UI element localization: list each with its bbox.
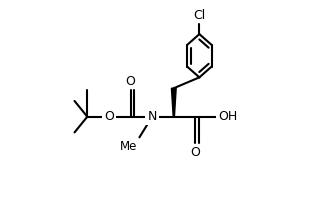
Text: O: O xyxy=(104,110,114,123)
Text: OH: OH xyxy=(218,110,237,123)
Text: Cl: Cl xyxy=(193,9,205,22)
Text: Me: Me xyxy=(120,140,138,153)
Polygon shape xyxy=(171,88,176,117)
Text: O: O xyxy=(190,146,200,159)
Text: O: O xyxy=(126,75,136,88)
Text: N: N xyxy=(147,110,157,123)
